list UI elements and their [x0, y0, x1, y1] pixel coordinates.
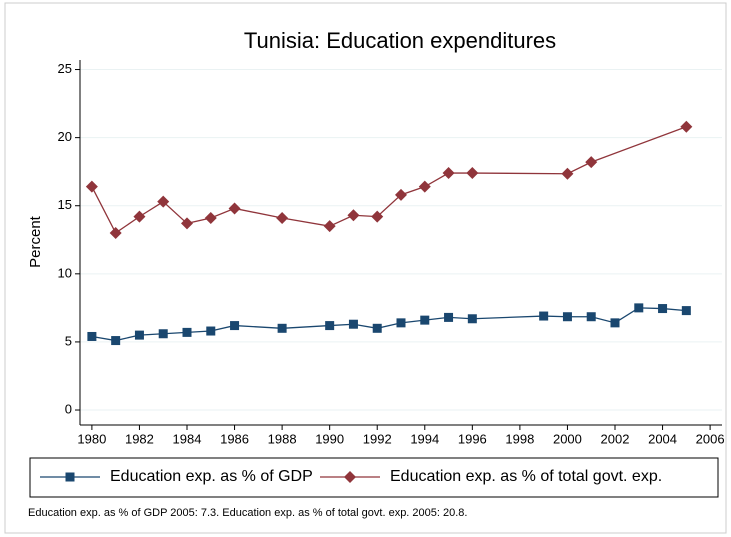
y-tick-label: 0: [65, 401, 72, 416]
x-tick-label: 1996: [458, 431, 487, 446]
y-tick-label: 20: [58, 129, 72, 144]
data-point: [539, 311, 549, 321]
data-point: [680, 120, 693, 133]
x-tick-label: 1994: [410, 431, 439, 446]
data-point: [395, 188, 407, 201]
legend-label: Education exp. as % of GDP: [110, 468, 313, 485]
legend-marker: [65, 472, 75, 482]
data-point: [658, 304, 668, 314]
data-point: [109, 226, 122, 239]
data-point: [371, 210, 384, 223]
data-point: [158, 329, 168, 339]
data-point: [134, 330, 144, 340]
data-point: [204, 211, 217, 224]
data-point: [444, 312, 454, 322]
data-point: [466, 167, 479, 180]
note: Education exp. as % of GDP 2005: 7.3. Ed…: [28, 507, 467, 519]
x-tick-label: 2000: [553, 431, 582, 446]
data-point: [228, 202, 241, 215]
x-tick-label: 1998: [505, 431, 534, 446]
data-point: [681, 306, 691, 316]
data-point: [348, 319, 358, 329]
y-tick-label: 5: [65, 333, 72, 348]
data-point: [586, 312, 596, 322]
x-tick-label: 1988: [268, 431, 297, 446]
data-point: [206, 326, 216, 336]
figure-frame: [4, 2, 727, 534]
y-tick-label: 25: [58, 61, 72, 76]
x-tick-label: 1982: [125, 431, 154, 446]
data-point: [372, 323, 382, 333]
x-tick-label: 1980: [77, 431, 106, 446]
x-tick-label: 2002: [601, 431, 630, 446]
data-point: [157, 195, 170, 208]
data-point: [442, 167, 455, 180]
data-point: [276, 211, 289, 224]
data-point: [182, 327, 192, 337]
data-point: [181, 217, 193, 230]
y-tick-label: 15: [58, 197, 72, 212]
data-point: [396, 318, 406, 328]
data-point: [634, 303, 644, 313]
data-point: [230, 321, 240, 331]
data-point: [133, 210, 146, 223]
data-point: [585, 156, 598, 169]
series-line: [91, 126, 687, 234]
data-point: [85, 180, 98, 193]
x-tick-label: 1992: [363, 431, 392, 446]
data-point: [467, 314, 477, 324]
data-point: [347, 209, 360, 222]
data-point: [87, 331, 97, 341]
data-point: [418, 180, 431, 193]
data-point: [562, 312, 572, 322]
legend-marker: [344, 471, 356, 483]
x-tick-label: 1990: [315, 431, 344, 446]
data-point: [277, 323, 287, 333]
data-point: [111, 336, 121, 346]
x-tick-label: 1984: [173, 431, 202, 446]
x-tick-label: 1986: [220, 431, 249, 446]
data-point: [323, 220, 336, 233]
y-axis-label: Percent: [27, 215, 44, 268]
y-tick-label: 10: [58, 265, 72, 280]
data-point: [610, 318, 620, 328]
legend-label: Education exp. as % of total govt. exp.: [390, 468, 662, 485]
x-tick-label: 2006: [696, 431, 725, 446]
data-point: [561, 167, 574, 180]
data-point: [325, 321, 335, 331]
chart-title: Tunisia: Education expenditures: [244, 28, 556, 53]
x-tick-label: 2004: [648, 431, 677, 446]
data-point: [420, 315, 430, 325]
series-line: [91, 307, 687, 342]
